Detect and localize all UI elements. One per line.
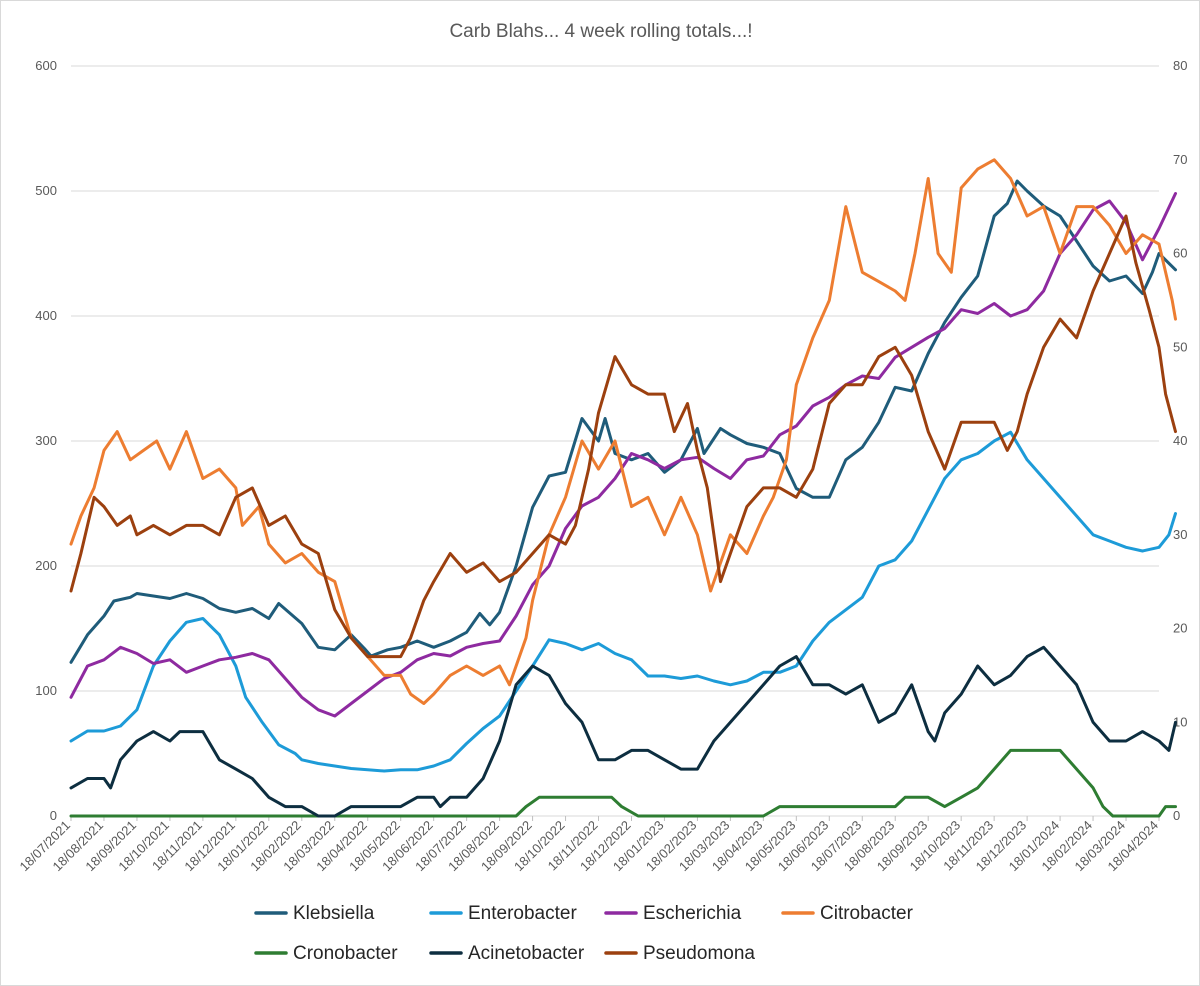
legend-label-escherichia: Escherichia <box>643 903 742 924</box>
y-right-tick-label: 0 <box>1173 808 1180 823</box>
x-axis: 18/07/202118/08/202118/09/202118/10/2021… <box>16 816 1161 874</box>
y-axis-left: 0 100 200 300 400 500 600 <box>35 58 57 823</box>
series-line-klebsiella <box>69 179 1177 664</box>
y-right-tick-label: 80 <box>1173 58 1187 73</box>
y-axis-right: 0 10 20 30 40 50 60 70 80 <box>1173 58 1187 823</box>
y-left-tick-label: 0 <box>50 808 57 823</box>
series-line-escherichia <box>69 192 1177 718</box>
legend-label-acinetobacter: Acinetobacter <box>468 943 585 964</box>
y-right-tick-label: 10 <box>1173 714 1187 729</box>
legend-label-klebsiella: Klebsiella <box>293 903 375 924</box>
y-left-tick-label: 600 <box>35 58 57 73</box>
series-line-pseudomona <box>69 214 1177 659</box>
y-left-tick-label: 100 <box>35 683 57 698</box>
series-line-enterobacter <box>69 430 1177 773</box>
legend-label-cronobacter: Cronobacter <box>293 943 398 964</box>
y-left-tick-label: 200 <box>35 558 57 573</box>
y-right-tick-label: 30 <box>1173 527 1187 542</box>
series-line-acinetobacter <box>69 645 1177 818</box>
y-right-tick-label: 70 <box>1173 152 1187 167</box>
series-line-cronobacter <box>69 748 1177 818</box>
chart-title: Carb Blahs... 4 week rolling totals...! <box>449 21 752 42</box>
y-left-tick-label: 400 <box>35 308 57 323</box>
legend-label-citrobacter: Citrobacter <box>820 903 914 924</box>
y-right-tick-label: 50 <box>1173 339 1187 354</box>
y-right-tick-label: 60 <box>1173 246 1187 261</box>
y-right-tick-label: 40 <box>1173 433 1187 448</box>
y-right-tick-label: 20 <box>1173 621 1187 636</box>
series-line-citrobacter <box>69 158 1177 705</box>
legend-label-pseudomona: Pseudomona <box>643 943 755 964</box>
gridlines <box>71 65 1159 817</box>
legend: Klebsiella Enterobacter Escherichia Citroba… <box>254 903 914 964</box>
y-left-tick-label: 300 <box>35 433 57 448</box>
legend-label-enterobacter: Enterobacter <box>468 903 577 924</box>
y-left-tick-label: 500 <box>35 183 57 198</box>
series-lines <box>69 158 1177 818</box>
